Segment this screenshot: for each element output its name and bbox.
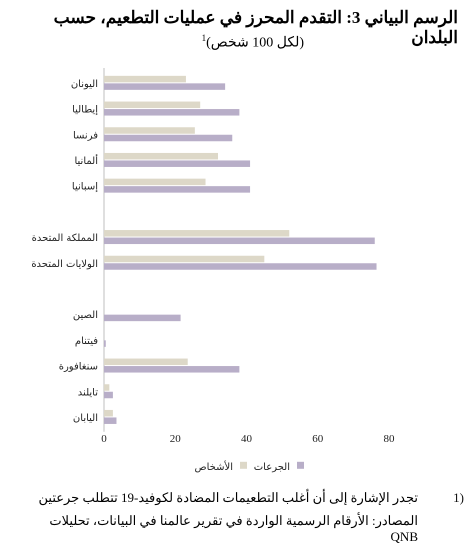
- category-label: ألمانيا: [74, 154, 98, 167]
- category-label: الصين: [73, 310, 98, 321]
- bar-doses: [104, 340, 106, 347]
- bar-people: [104, 101, 201, 109]
- legend-swatch-doses: [297, 461, 304, 469]
- footnote-text: تجدر الإشارة إلى أن أغلب التطعيمات المضا…: [38, 490, 419, 505]
- bar-people: [104, 152, 218, 160]
- bar-people: [104, 255, 265, 263]
- bar-people: [104, 409, 113, 417]
- bar-people: [104, 178, 206, 186]
- subtitle-footnote-marker: 1: [201, 33, 207, 43]
- bar-people: [104, 75, 186, 83]
- bar-doses: [104, 134, 233, 142]
- category-label: المملكة المتحدة: [32, 233, 98, 244]
- legend-label-people: الأشخاص: [195, 460, 233, 473]
- category-label: فرنسا: [73, 130, 98, 141]
- bar-doses: [104, 186, 251, 193]
- bar-doses: [104, 160, 251, 167]
- x-tick-label: 60: [312, 433, 324, 445]
- footnote-number: 1): [453, 490, 464, 505]
- chart-subtitle: (لكل 100 شخص)1: [104, 33, 304, 52]
- category-label: إيطاليا: [72, 105, 98, 116]
- bar-doses: [104, 263, 377, 270]
- category-label: فيتنام: [75, 336, 98, 347]
- bar-doses: [104, 417, 117, 424]
- bar-doses: [104, 391, 113, 399]
- bar-doses: [104, 314, 181, 322]
- x-tick-label: 0: [101, 433, 107, 445]
- chart-title: الرسم البياني 3: التقدم المحرز في عمليات…: [53, 8, 458, 47]
- category-label: تايلند: [78, 387, 98, 398]
- category-label: اليونان: [71, 79, 98, 90]
- bar-doses: [104, 109, 240, 116]
- bar-people: [104, 358, 188, 366]
- x-tick-label: 80: [384, 433, 396, 445]
- source-text: المصادر: الأرقام الرسمية الواردة في تقري…: [49, 513, 418, 544]
- legend-swatch-people: [240, 461, 247, 469]
- bar-doses: [104, 83, 226, 90]
- x-tick-label: 20: [170, 433, 182, 445]
- x-tick-label: 40: [241, 433, 253, 445]
- category-label: سنغافورة: [59, 362, 98, 373]
- category-label: إسبانيا: [72, 182, 98, 193]
- bar-chart: اليونان إيطاليا فرنسا ألمانيا إسبانيا المملكة…: [31, 68, 396, 473]
- bar-people: [104, 127, 195, 134]
- bar-people: [104, 384, 110, 391]
- bar-doses: [104, 366, 240, 373]
- subtitle-text: (لكل 100 شخص): [206, 35, 304, 51]
- bar-doses: [104, 237, 375, 245]
- category-label: اليابان: [73, 413, 98, 424]
- bar-people: [104, 230, 290, 237]
- legend-label-doses: الجرعات: [254, 462, 290, 473]
- category-label: الولايات المتحدة: [31, 259, 98, 270]
